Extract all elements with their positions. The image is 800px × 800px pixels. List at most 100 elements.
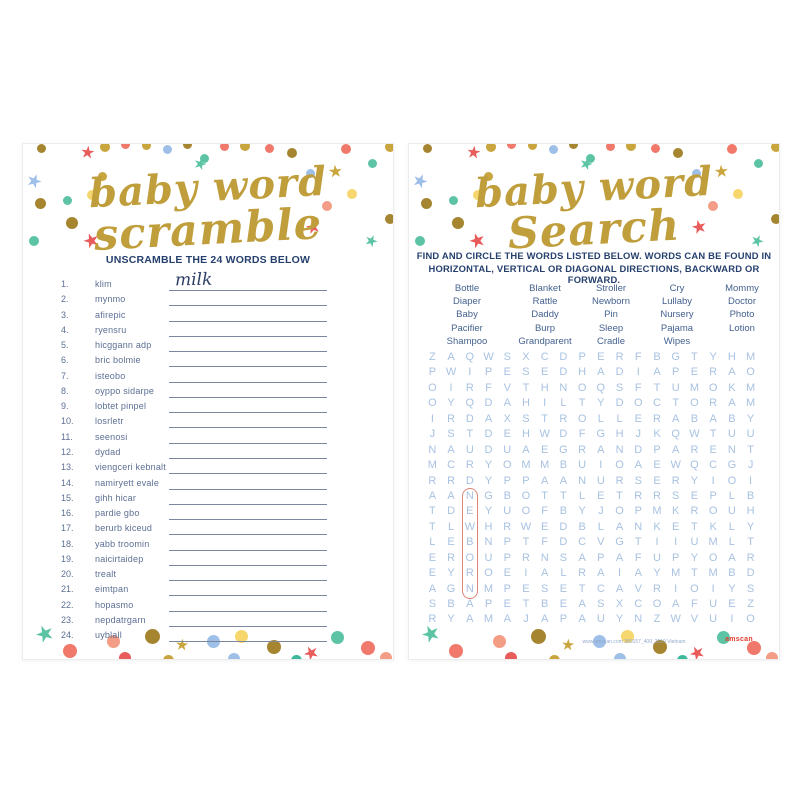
grid-letter: A	[597, 366, 605, 379]
confetti-dot-icon	[385, 144, 393, 152]
grid-letter: L	[560, 567, 567, 580]
search-instructions-line2: HORIZONTAL, VERTICAL OR DIAGONAL DIRECTI…	[428, 263, 760, 285]
grid-letter: M	[745, 381, 756, 394]
word-list-entry: Baby	[456, 309, 478, 321]
grid-letter: T	[653, 381, 661, 394]
grid-letter: T	[428, 520, 436, 533]
scrambled-word: dydad	[95, 446, 121, 457]
grid-letter: P	[428, 366, 437, 379]
grid-letter: N	[578, 474, 587, 487]
grid-letter: O	[690, 397, 699, 410]
confetti-dot-icon	[473, 190, 483, 200]
grid-letter: S	[522, 366, 530, 379]
confetti-dot-icon	[29, 236, 39, 246]
grid-letter: R	[653, 489, 661, 502]
grid-letter: H	[578, 366, 587, 379]
scramble-item-number: 24.	[61, 630, 74, 641]
word-list-entry: Mommy	[725, 283, 759, 294]
grid-letter: O	[615, 505, 624, 518]
grid-letter: P	[672, 366, 680, 379]
confetti-dot-icon	[267, 640, 281, 654]
grid-letter: O	[708, 381, 718, 394]
confetti-dot-icon	[586, 154, 595, 163]
grid-letter: B	[690, 412, 699, 425]
scramble-item-number: 8.	[61, 385, 69, 396]
grid-letter: R	[447, 412, 456, 425]
grid-letter: E	[541, 520, 549, 533]
grid-letter: K	[728, 381, 736, 394]
grid-letter: O	[652, 598, 662, 610]
grid-letter: C	[540, 351, 549, 363]
grid-letter: D	[447, 505, 456, 518]
answer-line	[169, 416, 327, 429]
grid-letter: U	[709, 598, 718, 610]
confetti-dot-icon	[235, 630, 248, 643]
grid-letter: P	[653, 443, 661, 456]
scramble-item-number: 22.	[61, 599, 74, 610]
grid-letter: D	[559, 351, 568, 363]
answer-line	[169, 401, 327, 414]
grid-letter: O	[521, 505, 531, 518]
scrambled-word: mynmo	[95, 294, 126, 305]
scramble-item-number: 6.	[61, 355, 69, 366]
grid-letter: X	[503, 412, 511, 425]
confetti-dot-icon	[240, 144, 250, 151]
confetti-dot-icon	[322, 201, 332, 211]
confetti-dot-icon	[771, 144, 779, 152]
grid-letter: N	[634, 613, 643, 626]
grid-letter: Q	[671, 428, 680, 441]
word-list-entry: Diaper	[452, 296, 481, 308]
grid-letter: M	[483, 613, 494, 626]
grid-letter: T	[428, 505, 436, 518]
scramble-item: 20. trealt	[23, 569, 393, 584]
grid-letter: K	[709, 520, 717, 533]
scramble-item-number: 10.	[61, 416, 74, 427]
grid-letter: U	[503, 443, 512, 456]
grid-letter: E	[690, 489, 699, 502]
confetti-dot-icon	[385, 214, 393, 224]
grid-letter: X	[522, 351, 530, 363]
scrambled-word: hopasmo	[95, 599, 134, 610]
grid-letter: O	[708, 551, 718, 564]
grid-letter: O	[577, 381, 587, 394]
grid-letter: B	[746, 489, 755, 502]
confetti-dot-icon	[677, 655, 688, 659]
grid-letter: I	[430, 412, 434, 425]
grid-letter: H	[615, 428, 624, 441]
scramble-item: 14. namiryett evale	[23, 478, 393, 493]
scramble-item: 8. oyppo sidarpe	[23, 386, 393, 401]
grid-letter: U	[596, 613, 605, 626]
grid-letter: T	[616, 489, 623, 502]
grid-letter: F	[634, 381, 642, 394]
confetti-dot-icon	[621, 630, 634, 643]
grid-letter: I	[711, 582, 715, 595]
grid-letter: T	[578, 397, 586, 410]
grid-letter: N	[465, 582, 474, 595]
grid-letter: S	[541, 582, 549, 595]
grid-letter: I	[524, 567, 528, 580]
scrambled-word: isteobo	[95, 370, 126, 381]
confetti-dot-icon	[37, 144, 46, 153]
grid-letter: Y	[578, 505, 586, 518]
grid-letter: I	[599, 459, 603, 472]
grid-letter: H	[521, 397, 530, 410]
grid-letter: N	[727, 443, 736, 456]
grid-letter: D	[559, 536, 568, 549]
grid-letter: F	[541, 505, 549, 518]
grid-letter: C	[596, 582, 605, 595]
grid-letter: R	[709, 366, 718, 379]
grid-letter: M	[745, 397, 756, 410]
grid-letter: I	[674, 582, 678, 595]
grid-letter: O	[746, 366, 755, 379]
confetti-dot-icon	[347, 189, 357, 199]
grid-letter: O	[428, 381, 437, 394]
grid-letter: J	[429, 428, 436, 441]
confetti-dot-icon	[341, 144, 351, 154]
scramble-item-number: 7.	[61, 370, 69, 381]
scrambled-word: namiryett evale	[95, 477, 160, 488]
grid-letter: J	[635, 428, 642, 441]
grid-letter: Y	[746, 412, 755, 425]
grid-letter: Z	[428, 351, 436, 363]
scramble-item: 5. hicggann adp	[23, 340, 393, 355]
